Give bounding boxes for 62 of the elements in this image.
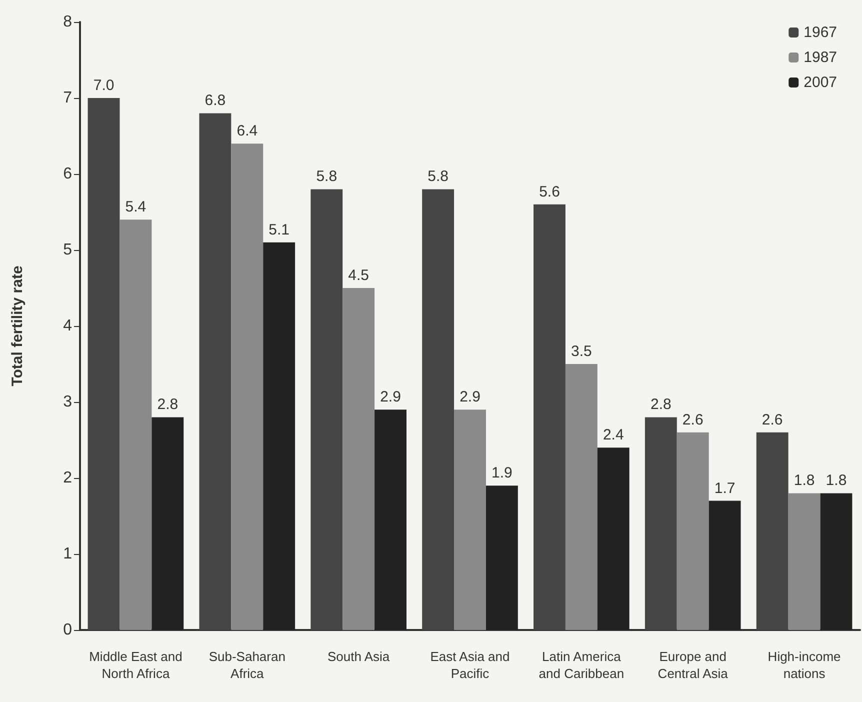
bar — [756, 432, 788, 630]
data-label: 3.5 — [571, 343, 592, 360]
data-label: 2.6 — [682, 411, 704, 428]
x-tick-label: South Asia — [327, 649, 390, 664]
y-tick-label: 1 — [63, 546, 72, 562]
bar — [231, 144, 264, 630]
bar — [152, 417, 184, 630]
bar — [534, 204, 566, 630]
bar — [422, 189, 454, 630]
x-tick-label: Latin America and Caribbean — [538, 649, 624, 681]
data-label: 2.9 — [380, 388, 401, 406]
bar — [676, 432, 709, 630]
bar — [120, 220, 152, 630]
bar — [454, 410, 486, 630]
data-label: 2.4 — [602, 426, 624, 444]
bar — [374, 410, 406, 630]
bar — [88, 98, 120, 630]
bar — [644, 417, 677, 630]
data-label: 7.0 — [93, 77, 114, 94]
y-tick-label: 7 — [63, 90, 72, 106]
data-label: 5.6 — [539, 183, 560, 200]
bar — [708, 500, 741, 630]
data-label: 1.7 — [714, 480, 736, 497]
data-label: 1.9 — [492, 464, 512, 482]
legend-label: 1987 — [804, 49, 838, 66]
data-label: 6.4 — [236, 122, 258, 140]
x-tick-label: Europe and Central Asia — [658, 649, 729, 681]
y-tick-label: 2 — [63, 470, 72, 486]
y-tick-label: 4 — [63, 318, 72, 334]
x-tick-label: Sub-Saharan Africa — [208, 649, 286, 681]
data-label: 1.8 — [826, 472, 847, 490]
bar — [486, 486, 518, 630]
bar — [263, 242, 296, 630]
bar — [565, 364, 598, 630]
data-label: 1.8 — [794, 472, 815, 490]
data-label: 5.8 — [316, 168, 338, 186]
y-tick-label: 6 — [63, 166, 72, 182]
x-tick-label: East Asia and Pacific — [430, 649, 510, 681]
data-label: 5.8 — [428, 168, 448, 186]
bar — [788, 493, 820, 630]
data-label: 5.4 — [125, 198, 146, 216]
x-tick-label: High-income nations — [768, 649, 841, 681]
data-label: 2.6 — [762, 411, 783, 428]
data-label: 2.9 — [460, 388, 480, 406]
bar — [597, 448, 630, 630]
data-label: 2.8 — [650, 396, 672, 414]
bar — [342, 288, 375, 630]
y-axis-title: Total fertility rate — [9, 266, 26, 386]
data-label: 4.5 — [348, 267, 369, 284]
bar — [820, 493, 852, 630]
y-tick-label: 3 — [63, 394, 72, 410]
legend-label: 1967 — [804, 24, 838, 41]
y-tick-label: 8 — [63, 14, 72, 30]
x-tick-label: Middle East and North Africa — [89, 649, 182, 681]
y-tick-label: 5 — [63, 242, 72, 258]
data-label: 2.8 — [157, 396, 178, 414]
bar — [199, 113, 232, 630]
y-tick-label: 0 — [63, 622, 72, 638]
data-label: 6.8 — [204, 92, 226, 110]
data-label: 5.1 — [268, 221, 290, 238]
bar — [310, 189, 343, 630]
legend-label: 2007 — [804, 74, 838, 91]
